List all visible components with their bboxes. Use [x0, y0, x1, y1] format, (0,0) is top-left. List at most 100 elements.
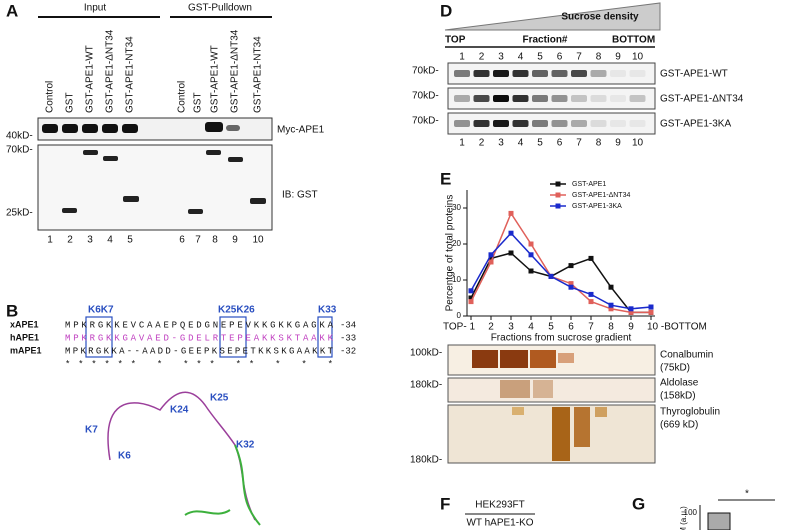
band — [512, 407, 524, 415]
significance: * — [745, 489, 749, 500]
fraction-number: 7 — [576, 138, 582, 149]
gel-heading: Fraction# — [522, 35, 567, 46]
point — [568, 281, 574, 287]
fraction-number: 3 — [498, 138, 504, 149]
point — [648, 309, 654, 315]
point — [568, 284, 574, 290]
y-axis-label: Percentge of total proteins — [445, 195, 456, 312]
lane-label: Control — [177, 81, 188, 113]
band — [512, 70, 529, 77]
site-label: K33 — [318, 305, 337, 316]
legend-swatch — [555, 192, 561, 198]
lane-number: 4 — [107, 235, 113, 246]
bands — [62, 150, 266, 214]
y-tick-label: 0 — [457, 311, 462, 320]
fraction-number: 9 — [615, 138, 621, 149]
marker: 70kD- — [412, 91, 439, 102]
band — [530, 350, 556, 368]
band — [473, 120, 490, 127]
x-tick-label: 3 — [508, 322, 514, 333]
fraction-number: 5 — [537, 52, 543, 63]
point — [468, 299, 474, 305]
x-tick-label: 2 — [488, 322, 494, 333]
fraction-number: 2 — [479, 138, 485, 149]
y-tick-label: 30 — [452, 203, 461, 212]
sequence: MPKRGKKA--AADD-GEEPKSEPETKKSKGAAKKT — [65, 346, 334, 356]
band — [512, 95, 529, 102]
band — [590, 70, 607, 77]
marker: 70kD- — [6, 145, 33, 156]
band — [500, 350, 528, 368]
sequence-name: mAPE1 — [10, 345, 42, 355]
row-label: GST-APE1-3KA — [660, 119, 731, 130]
lane-number: 2 — [67, 235, 73, 246]
fraction-number: 1 — [459, 52, 465, 63]
panel-label: E — [440, 169, 451, 188]
group-label: GST-Pulldown — [188, 3, 252, 14]
fraction-number: 10 — [632, 52, 644, 63]
point — [528, 268, 534, 274]
panel-label: G — [632, 494, 645, 513]
x-tick-label: 6 — [568, 322, 574, 333]
sequence-end: -32 — [340, 346, 356, 356]
band — [629, 70, 646, 77]
band — [558, 353, 574, 363]
gel — [447, 404, 656, 464]
gel-label: Thyroglobulin — [660, 407, 720, 418]
tick-label: 100 — [684, 508, 698, 517]
band — [500, 380, 530, 398]
gel-heading: TOP — [445, 35, 466, 46]
gel-label: Conalbumin — [660, 350, 713, 361]
panel-label: F — [440, 494, 450, 513]
point — [628, 309, 634, 315]
band — [473, 70, 490, 77]
series-line — [470, 211, 651, 314]
x-tick-label: 8 — [608, 322, 614, 333]
legend-swatch — [555, 181, 561, 187]
axis-label: M (a.u.) — [679, 506, 688, 530]
band — [454, 95, 470, 102]
band — [493, 95, 509, 102]
fraction-number: 4 — [518, 138, 524, 149]
x-tick-label: TOP- 1 — [443, 322, 475, 333]
marker: 180kD- — [410, 455, 442, 466]
marker: 70kD- — [412, 66, 439, 77]
legend-label: GST-APE1 — [572, 181, 606, 188]
band — [512, 120, 529, 127]
point — [468, 295, 474, 301]
legend-label: GST-APE1-ΔNT34 — [572, 192, 630, 199]
fraction-number: 4 — [518, 52, 524, 63]
bar — [707, 512, 731, 530]
band — [533, 380, 553, 398]
fraction-number: 3 — [498, 52, 504, 63]
band — [551, 70, 568, 77]
band — [610, 70, 626, 77]
bands — [42, 122, 240, 133]
site-label: K6K7 — [88, 305, 114, 316]
sequence-name: hAPE1 — [10, 332, 39, 342]
fraction-number: 6 — [557, 138, 563, 149]
band — [590, 95, 607, 102]
point — [608, 284, 614, 290]
point — [588, 299, 594, 305]
point — [528, 252, 534, 258]
lane-label: GST-APE1-NT34 — [125, 36, 136, 113]
lane-number: 1 — [47, 235, 53, 246]
band — [595, 407, 607, 417]
lane-number: 5 — [127, 235, 133, 246]
lane-label: GST-APE1-NT34 — [253, 36, 264, 113]
row-label: GST-APE1-WT — [660, 69, 728, 80]
marker: 180kD- — [410, 380, 442, 391]
fraction-number: 7 — [576, 52, 582, 63]
sequence-end: -34 — [340, 320, 356, 330]
gel-label: Aldolase — [660, 378, 699, 389]
point — [508, 210, 514, 216]
residue-label: K7 — [85, 425, 98, 436]
band — [590, 120, 607, 127]
point — [588, 255, 594, 261]
lane-label: WT hAPE1-KO — [466, 518, 533, 529]
band — [493, 70, 509, 77]
point — [468, 288, 474, 294]
band — [552, 407, 570, 461]
